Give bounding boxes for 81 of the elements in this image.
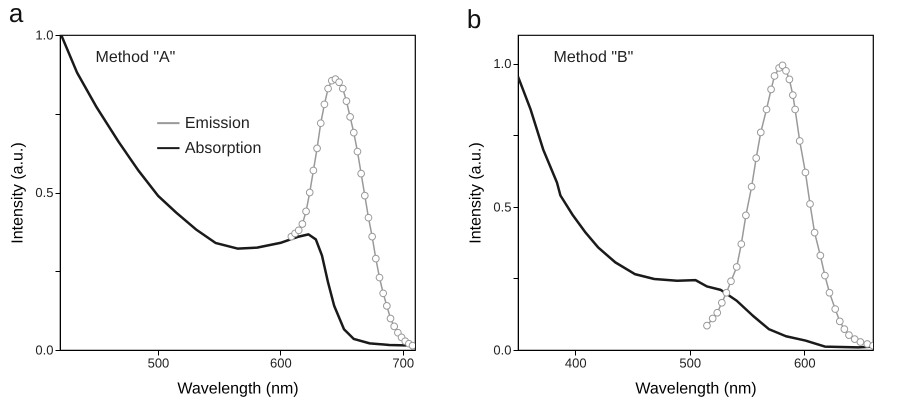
- y-tick-label: 1.0: [493, 56, 512, 72]
- point: [742, 212, 750, 220]
- point: [376, 274, 384, 282]
- point: [727, 277, 735, 286]
- point: [354, 148, 362, 156]
- y-tick-label: 0.0: [493, 342, 512, 358]
- y-tick-label: 0.0: [35, 342, 54, 358]
- point: [821, 272, 829, 280]
- point: [762, 106, 770, 114]
- point: [836, 318, 844, 326]
- point: [386, 314, 394, 322]
- y-axis-title: Intensity (a.u.): [467, 142, 484, 244]
- point: [816, 252, 824, 260]
- point: [342, 97, 350, 105]
- point: [722, 288, 730, 297]
- x-axis-title: Wavelength (nm): [177, 380, 299, 398]
- x-axis-title: Wavelength (nm): [635, 380, 757, 398]
- point: [752, 154, 760, 162]
- point: [350, 128, 358, 136]
- point: [408, 342, 415, 350]
- point: [850, 335, 859, 343]
- point: [335, 78, 343, 86]
- point: [770, 72, 778, 80]
- point: [372, 254, 380, 262]
- point: [845, 331, 853, 339]
- point: [767, 86, 775, 94]
- point: [382, 302, 391, 310]
- point: [294, 226, 303, 234]
- point: [703, 322, 711, 330]
- y-axis-title: Intensity (a.u.): [9, 142, 26, 244]
- point: [788, 91, 797, 99]
- point: [708, 314, 717, 322]
- point: [338, 84, 347, 92]
- point: [364, 214, 372, 222]
- point: [718, 298, 726, 307]
- x-tick-label: 700: [392, 356, 414, 370]
- point: [357, 170, 365, 178]
- point: [791, 106, 799, 114]
- legend-label: Absorption: [184, 140, 262, 158]
- point: [298, 220, 306, 228]
- point: [802, 168, 810, 176]
- point: [313, 144, 321, 152]
- point: [732, 263, 741, 271]
- point: [379, 289, 388, 298]
- point: [806, 200, 814, 208]
- x-tick-label: 500: [679, 356, 702, 370]
- chart-title: b: [466, 4, 482, 34]
- point: [306, 188, 314, 196]
- x-tick-label: 400: [564, 356, 587, 370]
- point: [713, 308, 722, 317]
- point: [826, 288, 834, 297]
- point: [368, 232, 376, 240]
- point: [831, 305, 840, 313]
- x-tick-label: 500: [148, 356, 170, 370]
- point: [856, 338, 864, 346]
- point: [796, 137, 804, 145]
- annotation: Method "B": [554, 49, 634, 66]
- y-tick-label: 0.5: [35, 185, 54, 200]
- point: [810, 228, 818, 236]
- point: [786, 76, 794, 84]
- point: [782, 66, 790, 75]
- point: [756, 128, 765, 136]
- point: [840, 325, 848, 333]
- point: [778, 62, 786, 70]
- chart-title: a: [8, 0, 24, 28]
- y-tick-label: 1.0: [35, 28, 54, 42]
- point: [748, 182, 756, 191]
- x-tick-label: 600: [794, 356, 816, 370]
- point: [390, 322, 398, 330]
- point: [302, 208, 310, 216]
- point: [320, 100, 328, 108]
- legend-label: Emission: [184, 115, 250, 132]
- point: [324, 84, 332, 92]
- y-tick-label: 0.5: [493, 199, 512, 214]
- x-tick-label: 600: [270, 356, 292, 370]
- point: [360, 192, 369, 200]
- point: [737, 240, 746, 248]
- point: [346, 113, 354, 121]
- point: [316, 119, 325, 128]
- annotation: Method "A": [96, 49, 176, 66]
- point: [310, 166, 318, 174]
